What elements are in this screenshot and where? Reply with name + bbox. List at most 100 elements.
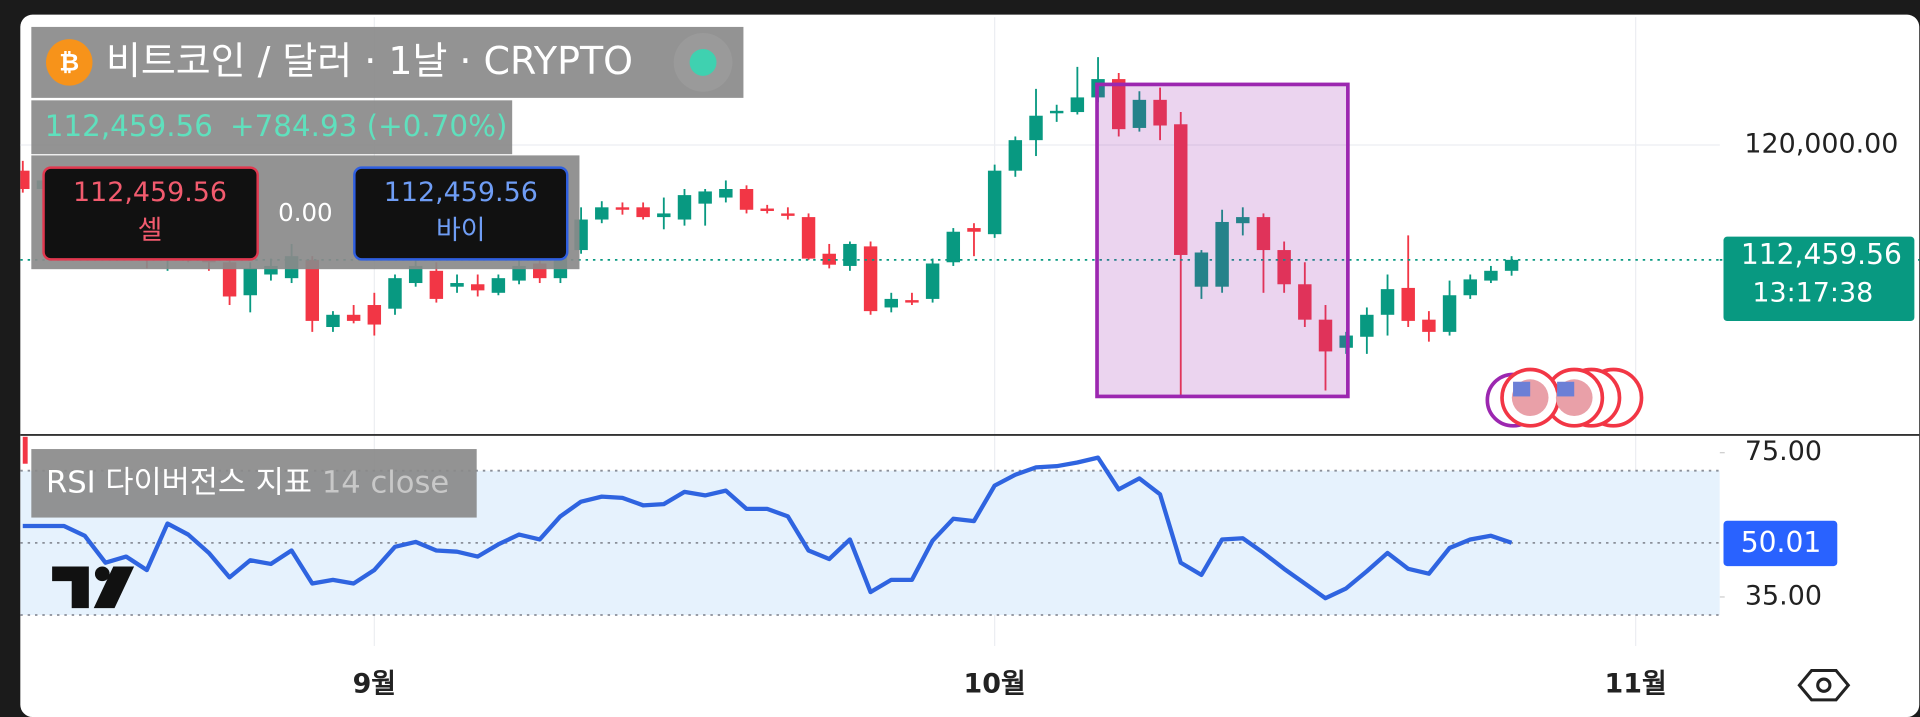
candle-body xyxy=(1277,250,1291,285)
candle-body xyxy=(1256,217,1271,251)
candle-body xyxy=(512,265,526,281)
price-tag-label: 112,459.56 xyxy=(1741,238,1902,271)
candle-body xyxy=(1463,279,1477,296)
price-change: +784.93 (+0.70%) xyxy=(230,109,507,143)
candle-body xyxy=(884,298,898,308)
indicator-legend-text: RSI 다이버전스 지표 14 close xyxy=(46,465,449,500)
indicator-params: 14 close xyxy=(322,465,449,500)
legend-box xyxy=(31,26,744,98)
candle-body xyxy=(1049,110,1064,114)
settings-icon-center xyxy=(1816,677,1832,693)
candle-body xyxy=(408,265,423,284)
sell-price: 112,459.56 xyxy=(73,177,227,208)
candle-body xyxy=(925,263,940,299)
y-tick-label: 35.00 xyxy=(1745,580,1822,611)
candle-body xyxy=(801,217,816,259)
candle-body xyxy=(450,283,464,287)
sell-button[interactable] xyxy=(42,166,259,261)
candle-body xyxy=(1380,289,1395,315)
candle-body xyxy=(1442,295,1457,332)
symbol-icon xyxy=(46,39,93,86)
flag-canton xyxy=(1557,381,1575,397)
candle-body xyxy=(719,189,733,198)
candle-body xyxy=(429,270,444,299)
candle-body xyxy=(367,305,382,325)
rectangle-drawing[interactable] xyxy=(1095,82,1350,399)
buy-label: 바이 xyxy=(436,215,486,246)
buy-button[interactable] xyxy=(353,166,569,261)
candle-body xyxy=(1194,252,1209,287)
logo xyxy=(52,566,135,609)
candle-body xyxy=(677,195,692,220)
sell-label: 셀 xyxy=(138,215,163,246)
candle-body xyxy=(346,314,361,321)
candle-body xyxy=(222,262,237,297)
candle-body xyxy=(1504,259,1519,271)
candle-body xyxy=(987,170,1002,235)
candle-body xyxy=(1401,287,1415,321)
price-box xyxy=(31,100,513,155)
x-tick-label: 11월 xyxy=(1605,669,1667,700)
candle-body xyxy=(1153,99,1167,126)
candle-body xyxy=(1029,115,1043,141)
y-tick-label: 120,000.00 xyxy=(1744,129,1898,160)
rsi-tag-label: 50.01 xyxy=(1741,526,1822,559)
last-price: 112,459.56 xyxy=(45,109,213,143)
candle-body xyxy=(1360,314,1374,337)
candle-body xyxy=(1132,99,1147,128)
market-status xyxy=(689,48,717,76)
indicator-title: RSI 다이버전스 지표 xyxy=(46,465,312,500)
candle-body xyxy=(905,300,919,303)
candle-body xyxy=(1174,124,1188,255)
candle-body xyxy=(698,191,712,204)
axes: 9월 10월 11월 120,000.00 112,459.56 13:17:38 75.0… xyxy=(353,129,1920,700)
price-tag-countdown: 13:17:38 xyxy=(1752,278,1873,309)
candle-body xyxy=(781,213,795,216)
flag-canton xyxy=(1513,381,1531,397)
candle-body xyxy=(595,207,609,220)
candle-body xyxy=(760,208,774,211)
candle-body xyxy=(843,243,857,266)
candle-body xyxy=(1484,270,1498,281)
candle-body xyxy=(1318,319,1333,352)
candle-body xyxy=(1008,140,1023,171)
price-line: 112,459.56 +784.93 (+0.70%) xyxy=(45,109,508,143)
spread: 0.00 xyxy=(278,198,332,227)
candle-body xyxy=(967,228,981,232)
candle-body xyxy=(1298,284,1312,320)
candle-body xyxy=(1422,319,1436,332)
candle-body xyxy=(615,207,630,210)
y-tick-label: 75.00 xyxy=(1745,436,1822,467)
indicator-legend xyxy=(31,449,477,518)
buy-price: 112,459.56 xyxy=(384,177,538,208)
candle-body xyxy=(1215,221,1229,287)
candle-body xyxy=(491,278,506,293)
rsi-tag xyxy=(1723,520,1838,567)
symbol-title: 비트코인 / 달러 · 1날 · CRYPTO xyxy=(106,39,633,83)
candle-body xyxy=(1236,217,1250,224)
candle-body xyxy=(20,170,30,190)
symbol-glyph: ₿ xyxy=(59,48,79,77)
x-tick-label: 10월 xyxy=(964,669,1026,700)
price-tag xyxy=(1723,236,1915,322)
edge-marker xyxy=(22,436,28,464)
candle-body xyxy=(657,213,671,218)
event-flags[interactable] xyxy=(1485,367,1644,428)
candle-body xyxy=(326,314,340,328)
candle-body xyxy=(1111,79,1126,130)
candle-body xyxy=(636,207,650,218)
candle-body xyxy=(388,278,402,309)
candle-body xyxy=(946,231,961,263)
candle-body xyxy=(863,246,878,312)
x-tick-label: 9월 xyxy=(353,669,396,700)
candle-body xyxy=(470,284,485,291)
candle-body xyxy=(305,259,320,321)
logo-dot xyxy=(94,566,110,582)
settings-icon[interactable] xyxy=(1797,668,1851,702)
candle-body xyxy=(243,268,257,296)
candle-body xyxy=(1070,97,1085,113)
candle-body xyxy=(264,265,278,275)
rsi-line xyxy=(22,455,1513,601)
